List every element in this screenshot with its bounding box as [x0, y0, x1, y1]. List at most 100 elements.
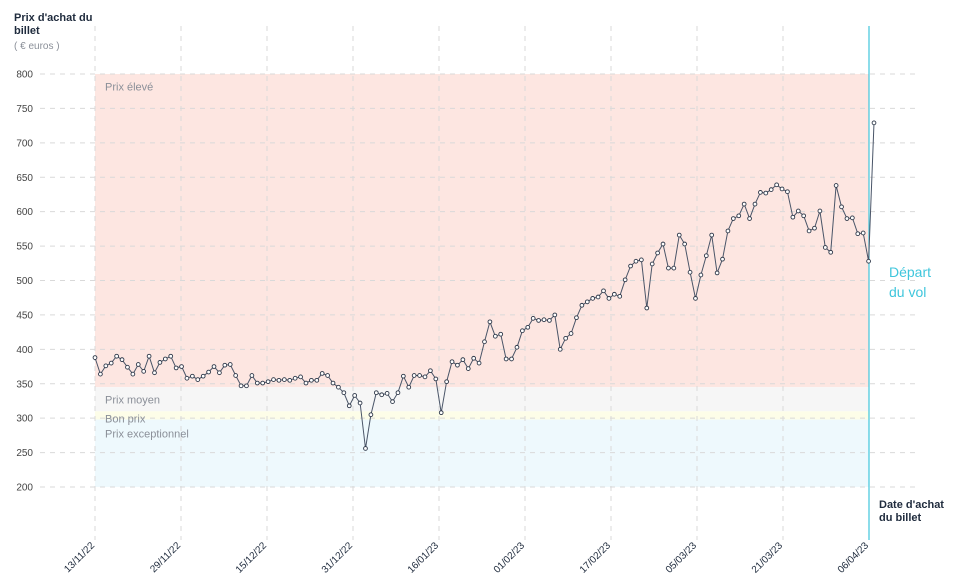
- y-tick-label: 250: [16, 448, 33, 459]
- data-point: [644, 305, 650, 311]
- data-point: [428, 368, 433, 374]
- series-points: [92, 120, 877, 451]
- data-point: [411, 373, 417, 378]
- data-point: [855, 231, 861, 237]
- data-point: [871, 120, 877, 126]
- y-axis-ticks: 200 250 300 350 400 450 500 550 600 650 700 750 800: [16, 70, 33, 494]
- data-point: [244, 383, 249, 389]
- data-point: [162, 356, 168, 362]
- data-point: [498, 331, 504, 337]
- data-point: [844, 216, 850, 221]
- data-point: [298, 374, 303, 380]
- data-point: [476, 360, 482, 366]
- data-point: [812, 225, 817, 231]
- band-0: [95, 74, 869, 388]
- data-point: [401, 373, 406, 379]
- y-tick-label: 800: [16, 70, 33, 81]
- data-point: [130, 371, 136, 377]
- data-point: [276, 377, 282, 383]
- data-point: [828, 249, 834, 255]
- data-point: [676, 232, 682, 238]
- data-point: [455, 362, 460, 368]
- data-point: [227, 362, 233, 367]
- data-point: [271, 377, 276, 382]
- data-point: [725, 228, 731, 234]
- data-point: [520, 328, 525, 334]
- band-1: [95, 387, 869, 412]
- data-point: [141, 369, 147, 374]
- data-point: [222, 362, 228, 368]
- y-tick-label: 300: [16, 414, 33, 425]
- x-tick-label: 21/03/23: [750, 540, 786, 576]
- data-point: [238, 383, 244, 389]
- y-tick-label: 450: [16, 310, 33, 321]
- data-point: [768, 187, 774, 192]
- data-point: [536, 318, 541, 323]
- data-point: [649, 261, 655, 267]
- band-labels: Prix élevé Prix moyen Bon prix Prix excepti…: [105, 82, 189, 441]
- data-point: [217, 370, 222, 376]
- data-point: [492, 333, 498, 339]
- data-point: [547, 318, 552, 323]
- data-point: [584, 299, 590, 305]
- data-point: [379, 392, 385, 398]
- data-point: [703, 253, 709, 259]
- x-tick-label: 29/11/22: [148, 540, 183, 575]
- data-point: [471, 355, 477, 361]
- data-point: [119, 357, 125, 363]
- data-point: [395, 390, 401, 396]
- data-point: [384, 391, 390, 396]
- data-point: [579, 302, 585, 308]
- data-point: [866, 258, 871, 264]
- data-point: [860, 230, 866, 236]
- data-point: [103, 363, 109, 369]
- data-point: [309, 377, 314, 383]
- data-point: [601, 288, 606, 294]
- data-point: [254, 380, 260, 386]
- data-point: [741, 201, 747, 207]
- band-3: [95, 419, 869, 487]
- data-point: [465, 366, 471, 371]
- data-point: [336, 384, 341, 390]
- data-point: [628, 263, 633, 269]
- data-point: [417, 373, 422, 378]
- data-point: [114, 353, 119, 359]
- data-point: [595, 294, 601, 300]
- data-point: [557, 346, 563, 352]
- data-point: [514, 344, 520, 350]
- data-point: [460, 357, 466, 363]
- x-tick-label: 01/02/23: [492, 540, 528, 576]
- data-point: [763, 190, 769, 196]
- data-point: [433, 376, 439, 382]
- data-point: [200, 373, 206, 379]
- data-point: [330, 380, 336, 386]
- x-tick-label: 31/12/22: [320, 540, 356, 576]
- data-point: [233, 373, 239, 378]
- data-point: [260, 380, 266, 386]
- data-point: [779, 186, 785, 192]
- y-tick-label: 350: [16, 379, 33, 390]
- data-point: [752, 201, 758, 207]
- y-tick-label: 400: [16, 345, 33, 356]
- data-point: [190, 373, 195, 379]
- data-point: [98, 371, 103, 377]
- data-point: [438, 410, 444, 416]
- data-point: [655, 250, 660, 256]
- data-point: [184, 375, 190, 381]
- data-point: [758, 190, 763, 195]
- data-point: [406, 384, 412, 390]
- y-tick-label: 700: [16, 138, 33, 149]
- data-point: [265, 379, 271, 385]
- data-point: [698, 272, 704, 278]
- data-point: [622, 277, 628, 283]
- data-point: [720, 256, 725, 262]
- data-point: [249, 373, 255, 378]
- data-point: [795, 208, 801, 214]
- x-tick-label: 13/11/22: [62, 540, 97, 575]
- y-axis-unit: ( € euros ): [14, 41, 60, 52]
- data-point: [173, 365, 179, 371]
- data-point: [671, 265, 677, 271]
- y-tick-label: 200: [16, 483, 33, 494]
- data-point: [541, 317, 547, 323]
- data-point: [785, 189, 790, 195]
